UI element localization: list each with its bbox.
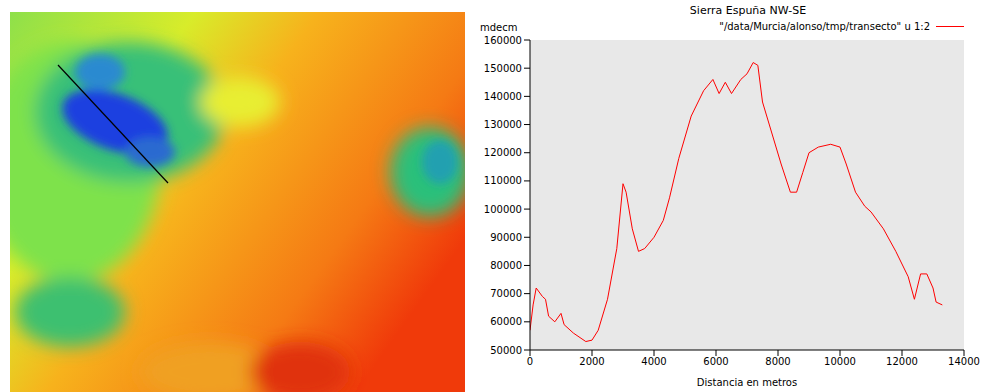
svg-text:8000: 8000 bbox=[765, 356, 790, 367]
svg-text:140000: 140000 bbox=[484, 91, 522, 102]
svg-text:160000: 160000 bbox=[484, 35, 522, 46]
svg-text:6000: 6000 bbox=[703, 356, 728, 367]
svg-text:60000: 60000 bbox=[490, 316, 522, 327]
html-text:Sierra Espuña NW-SE: Sierra Espuña NW-SE bbox=[689, 4, 807, 17]
svg-text:130000: 130000 bbox=[484, 119, 522, 130]
svg-text:80000: 80000 bbox=[490, 260, 522, 271]
svg-text:90000: 90000 bbox=[490, 232, 522, 243]
svg-text:14000: 14000 bbox=[948, 356, 980, 367]
svg-text:10000: 10000 bbox=[824, 356, 856, 367]
svg-text:120000: 120000 bbox=[484, 147, 522, 158]
svg-text:0: 0 bbox=[527, 356, 533, 367]
html-text:mdecm: mdecm bbox=[480, 22, 518, 33]
html-text:"/data/Murcia/alonso/tmp/trans: "/data/Murcia/alonso/tmp/transecto" u 1:… bbox=[719, 21, 930, 32]
svg-text:2000: 2000 bbox=[579, 356, 604, 367]
svg-text:4000: 4000 bbox=[641, 356, 666, 367]
svg-text:12000: 12000 bbox=[886, 356, 918, 367]
svg-text:70000: 70000 bbox=[490, 288, 522, 299]
svg-text:110000: 110000 bbox=[484, 175, 522, 186]
svg-text:Distancia en metros: Distancia en metros bbox=[697, 377, 797, 388]
svg-text:50000: 50000 bbox=[490, 345, 522, 356]
svg-text:150000: 150000 bbox=[484, 63, 522, 74]
svg-text:100000: 100000 bbox=[484, 204, 522, 215]
